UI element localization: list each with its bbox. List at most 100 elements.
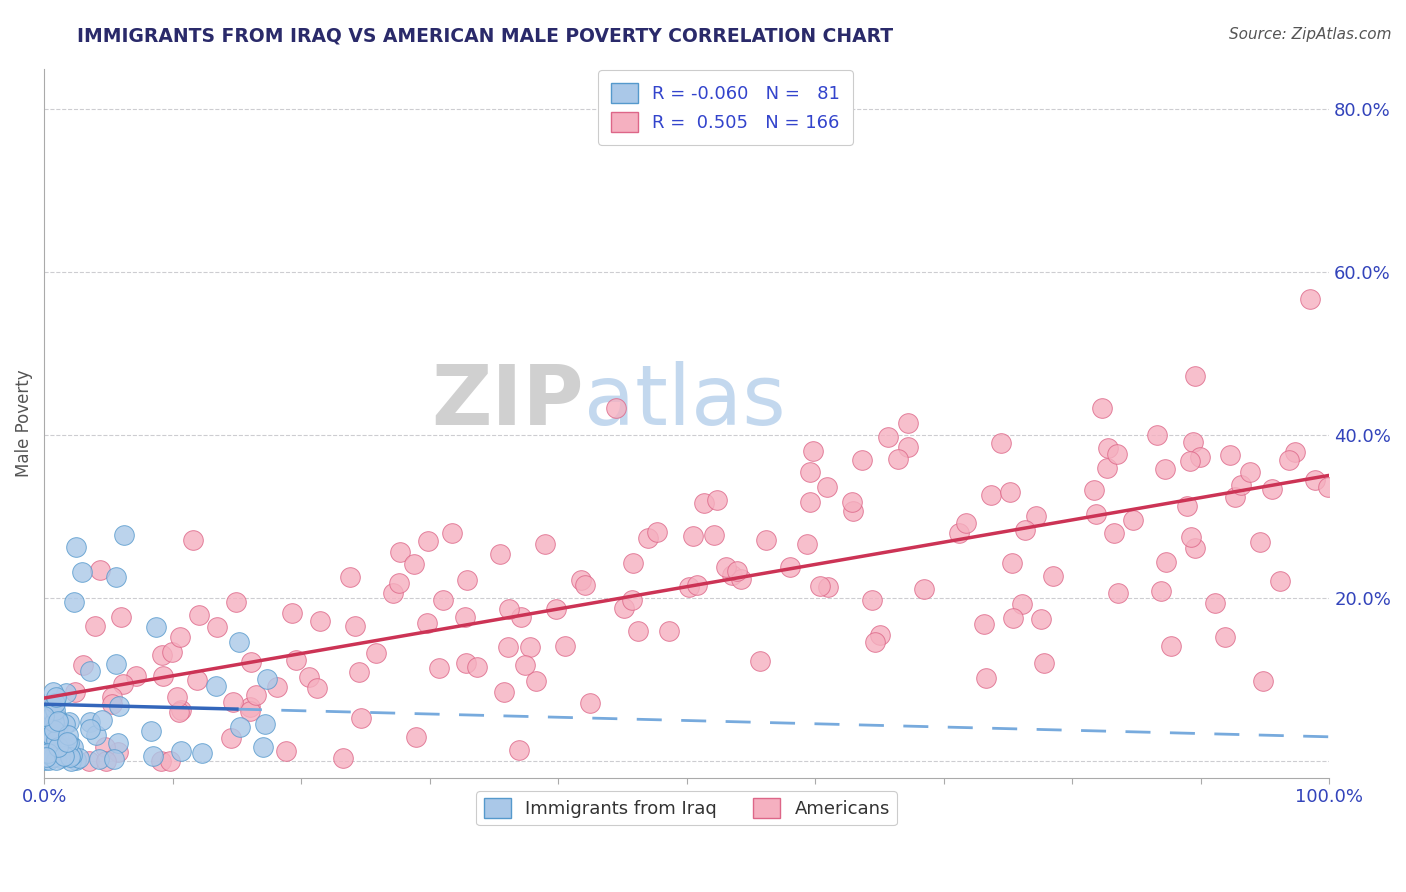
Point [186, 673, 208, 688]
Point [1105, 447, 1128, 461]
Point [974, 671, 997, 685]
Point [574, 578, 596, 592]
Point [416, 615, 439, 630]
Point [229, 720, 252, 734]
Point [887, 451, 910, 466]
Point [402, 557, 425, 571]
Point [305, 681, 328, 695]
Point [150, 648, 173, 662]
Text: ZIP: ZIP [432, 361, 583, 442]
Point [46, 714, 69, 729]
Point [207, 620, 229, 634]
Point [1011, 597, 1033, 611]
Point [239, 704, 262, 718]
Point [107, 736, 129, 750]
Point [1299, 292, 1322, 306]
Legend: Immigrants from Iraq, Americans: Immigrants from Iraq, Americans [477, 791, 897, 825]
Point [1219, 448, 1241, 462]
Point [56, 727, 79, 741]
Point [637, 531, 659, 545]
Point [63, 685, 86, 699]
Text: atlas: atlas [583, 361, 786, 442]
Point [65, 540, 87, 554]
Point [108, 699, 131, 714]
Point [851, 453, 873, 467]
Point [496, 640, 519, 655]
Point [432, 592, 454, 607]
Point [145, 619, 167, 633]
Point [309, 614, 332, 628]
Point [897, 441, 920, 455]
Point [55, 740, 77, 755]
Point [973, 617, 995, 632]
Point [1150, 584, 1173, 599]
Point [51, 743, 73, 757]
Point [703, 528, 725, 542]
Point [44, 718, 66, 732]
Point [188, 608, 211, 623]
Point [94, 754, 117, 768]
Point [382, 586, 405, 600]
Point [59, 749, 82, 764]
Point [42, 706, 65, 721]
Point [35, 712, 58, 726]
Point [37, 747, 59, 761]
Point [405, 730, 427, 744]
Point [32, 708, 55, 723]
Point [101, 697, 124, 711]
Point [332, 751, 354, 765]
Point [730, 572, 752, 586]
Point [533, 537, 555, 551]
Point [45, 739, 67, 753]
Point [1239, 465, 1261, 479]
Point [779, 560, 801, 574]
Point [440, 525, 463, 540]
Point [714, 560, 737, 574]
Point [112, 677, 135, 691]
Point [1213, 630, 1236, 644]
Point [67, 751, 90, 765]
Point [42, 703, 65, 717]
Point [60, 747, 83, 762]
Point [841, 495, 863, 509]
Text: IMMIGRANTS FROM IRAQ VS AMERICAN MALE POVERTY CORRELATION CHART: IMMIGRANTS FROM IRAQ VS AMERICAN MALE PO… [77, 27, 893, 45]
Point [613, 600, 636, 615]
Point [254, 716, 277, 731]
Point [256, 672, 278, 686]
Point [34, 741, 56, 756]
Point [72, 657, 94, 672]
Point [1025, 509, 1047, 524]
Point [693, 495, 716, 509]
Point [1091, 401, 1114, 415]
Point [160, 645, 183, 659]
Point [1229, 477, 1251, 491]
Point [65, 753, 87, 767]
Point [706, 493, 728, 508]
Point [93, 740, 115, 755]
Point [34, 752, 56, 766]
Point [1249, 535, 1271, 549]
Point [41, 728, 63, 742]
Point [72, 565, 94, 579]
Point [897, 416, 920, 430]
Point [41, 746, 63, 760]
Point [1182, 434, 1205, 449]
Point [1001, 556, 1024, 570]
Point [498, 602, 520, 616]
Point [41, 749, 63, 764]
Point [245, 688, 267, 702]
Point [339, 570, 361, 584]
Point [225, 594, 247, 608]
Point [725, 564, 748, 578]
Point [605, 401, 627, 415]
Point [1268, 574, 1291, 588]
Point [141, 723, 163, 738]
Point [104, 570, 127, 584]
Point [1184, 541, 1206, 555]
Point [38, 723, 60, 738]
Point [627, 624, 650, 638]
Point [45, 753, 67, 767]
Point [1146, 427, 1168, 442]
Point [494, 685, 516, 699]
Point [191, 746, 214, 760]
